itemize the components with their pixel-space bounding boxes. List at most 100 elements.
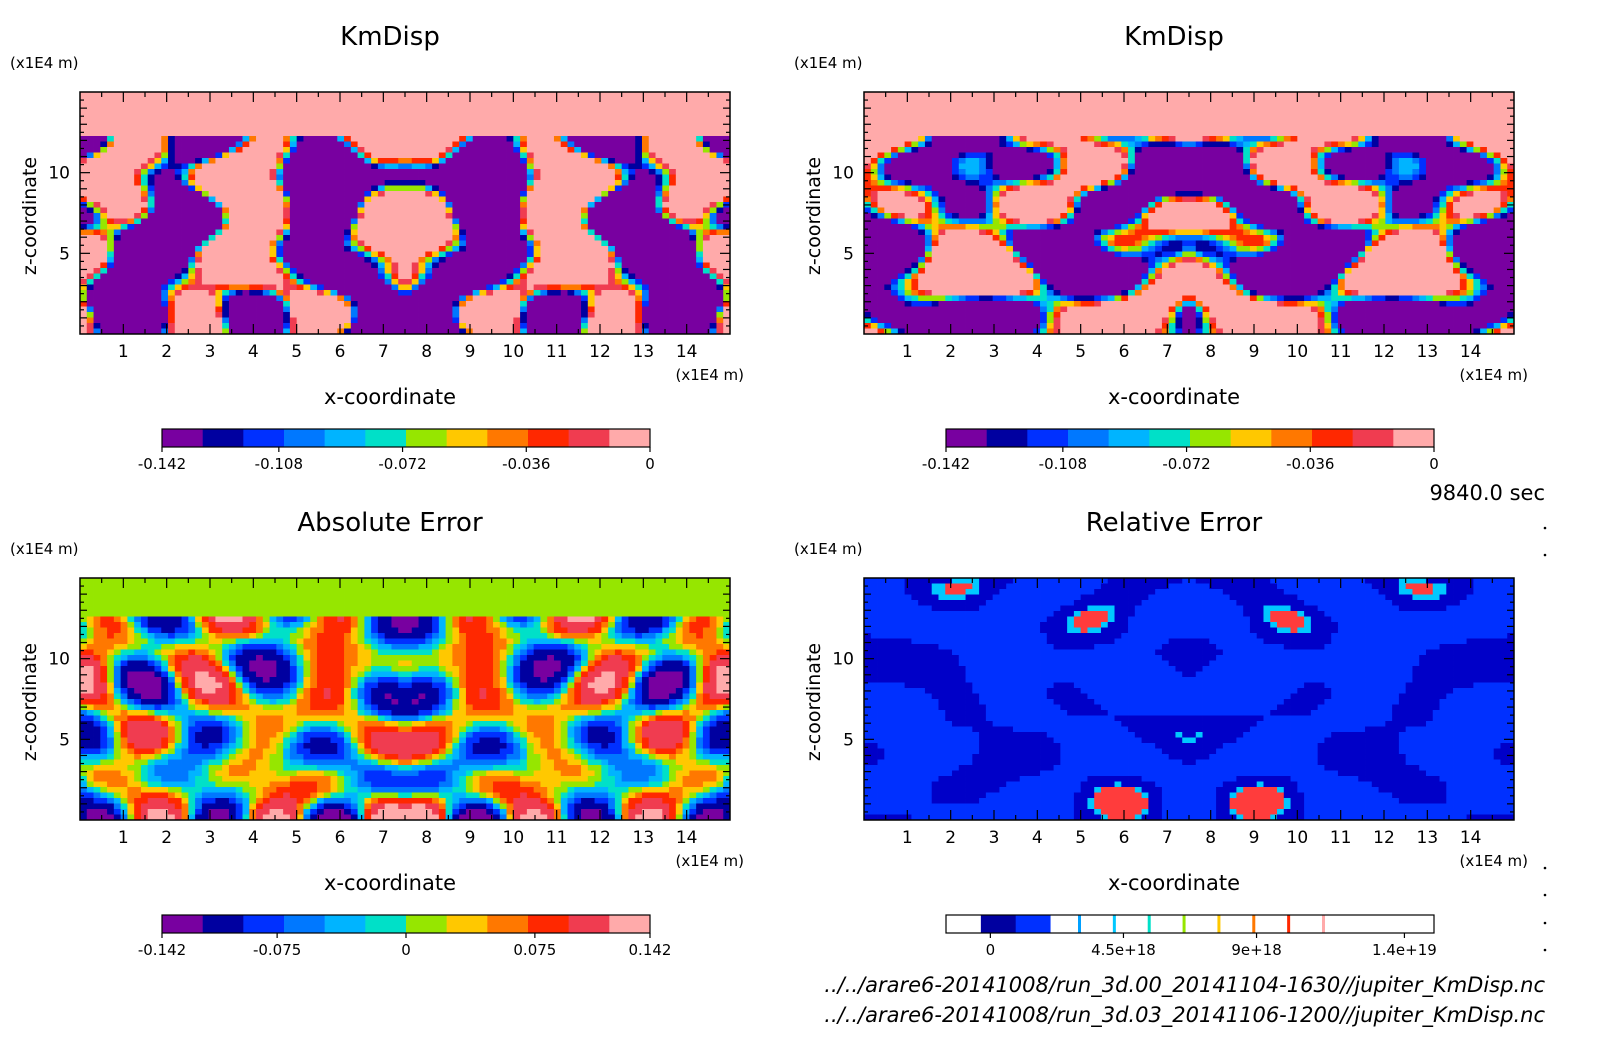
field-cell (364, 186, 371, 192)
field-cell (276, 263, 283, 269)
field-cell (263, 312, 270, 318)
field-cell (547, 285, 554, 291)
field-cell (1406, 109, 1413, 115)
field-cell (628, 208, 635, 214)
field-cell (601, 109, 608, 115)
field-cell (500, 197, 507, 203)
field-cell (1385, 103, 1392, 109)
field-cell (344, 131, 351, 137)
field-cell (283, 109, 290, 115)
field-cell (378, 125, 385, 131)
field-cell (486, 186, 493, 192)
field-cell (911, 114, 918, 120)
field-cell (588, 98, 595, 104)
field-cell (554, 92, 561, 98)
field-cell (100, 191, 107, 197)
field-cell (473, 263, 480, 269)
field-cell (358, 147, 365, 153)
field-cell (500, 169, 507, 175)
field-cell (249, 307, 256, 313)
field-cell (1047, 98, 1054, 104)
field-cell (297, 158, 304, 164)
field-cell (527, 169, 534, 175)
field-cell (236, 103, 243, 109)
field-cell (459, 312, 466, 318)
field-cell (283, 279, 290, 285)
field-cell (419, 301, 426, 307)
field-cell (932, 120, 939, 126)
field-cell (303, 109, 310, 115)
field-cell (100, 230, 107, 236)
field-cell (148, 208, 155, 214)
field-cell (256, 175, 263, 181)
field-cell (310, 323, 317, 329)
field-cell (249, 257, 256, 263)
field-cell (107, 208, 114, 214)
field-cell (168, 180, 175, 186)
field-cell (1196, 98, 1203, 104)
field-cell (459, 257, 466, 263)
field-cell (689, 312, 696, 318)
field-cell (446, 318, 453, 324)
field-cell (473, 125, 480, 131)
field-cell (493, 307, 500, 313)
field-cell (520, 169, 527, 175)
field-cell (134, 164, 141, 170)
field-cell (425, 208, 432, 214)
field-cell (635, 175, 642, 181)
field-cell (378, 252, 385, 258)
field-cell (222, 235, 229, 241)
field-cell (466, 312, 473, 318)
field-cell (134, 136, 141, 142)
field-cell (331, 197, 338, 203)
field-cell (121, 307, 128, 313)
field-cell (574, 103, 581, 109)
colorbar-swatch (569, 429, 610, 447)
field-cell (385, 191, 392, 197)
field-cell (878, 120, 885, 126)
field-cell (513, 307, 520, 313)
field-cell (527, 180, 534, 186)
field-cell (669, 125, 676, 131)
field-cell (466, 268, 473, 274)
field-cell (121, 131, 128, 137)
field-cell (419, 191, 426, 197)
field-cell (351, 169, 358, 175)
field-cell (493, 153, 500, 159)
field-cell (540, 153, 547, 159)
field-cell (676, 120, 683, 126)
field-cell (1101, 103, 1108, 109)
field-cell (364, 274, 371, 280)
field-cell (87, 307, 94, 313)
field-cell (249, 114, 256, 120)
field-cell (642, 274, 649, 280)
field-cell (94, 186, 101, 192)
field-cell (236, 290, 243, 296)
field-cell (574, 241, 581, 247)
field-cell (446, 180, 453, 186)
field-cell (107, 246, 114, 252)
field-cell (446, 208, 453, 214)
field-cell (114, 246, 121, 252)
field-cell (168, 274, 175, 280)
field-cell (425, 219, 432, 225)
field-cell (371, 312, 378, 318)
field-cell (297, 153, 304, 159)
field-cell (486, 241, 493, 247)
field-cell (891, 114, 898, 120)
field-cell (276, 235, 283, 241)
field-cell (243, 246, 250, 252)
field-cell (107, 219, 114, 225)
field-cell (378, 109, 385, 115)
field-cell (188, 164, 195, 170)
field-cell (669, 186, 676, 192)
field-cell (297, 296, 304, 302)
field-cell (127, 208, 134, 214)
field-cell (439, 153, 446, 159)
field-cell (154, 208, 161, 214)
field-cell (710, 274, 717, 280)
field-cell (419, 98, 426, 104)
field-cell (154, 213, 161, 219)
field-cell (459, 186, 466, 192)
field-cell (581, 202, 588, 208)
